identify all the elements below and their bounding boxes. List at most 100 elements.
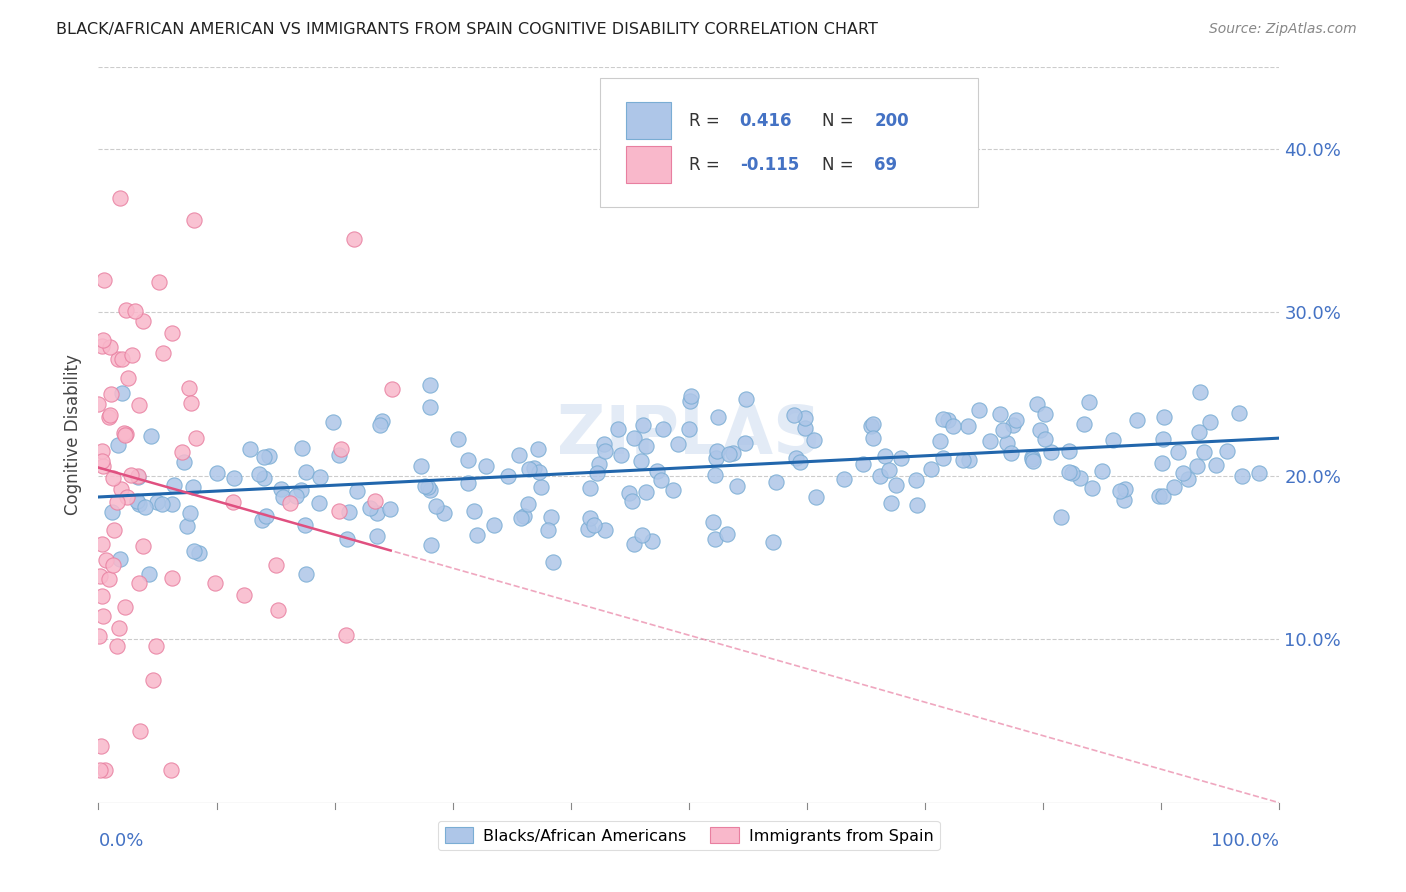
Point — [633, 418, 655, 433]
Point — [1216, 443, 1239, 458]
Point — [278, 496, 301, 510]
Point — [610, 449, 633, 463]
Point — [101, 505, 124, 519]
Point — [508, 448, 530, 462]
Point — [98, 340, 121, 354]
Point — [979, 434, 1001, 448]
Point — [1227, 407, 1250, 421]
Point — [716, 527, 738, 541]
Point — [127, 468, 149, 483]
Point — [679, 394, 702, 409]
Point — [537, 523, 560, 537]
Point — [706, 444, 728, 458]
Point — [179, 507, 201, 521]
Point — [1167, 445, 1189, 459]
Point — [378, 501, 401, 516]
Point — [112, 425, 135, 440]
Point — [1077, 395, 1099, 409]
Point — [988, 407, 1011, 421]
Point — [247, 467, 270, 481]
Point — [93, 273, 115, 287]
Point — [181, 480, 204, 494]
Point — [1101, 433, 1123, 447]
Point — [623, 431, 645, 445]
Point — [785, 450, 807, 465]
Point — [1001, 418, 1024, 433]
Point — [1199, 416, 1222, 430]
Point — [91, 589, 114, 603]
Point — [381, 382, 404, 396]
Point — [129, 724, 152, 739]
Point — [482, 517, 505, 532]
Point — [366, 528, 388, 542]
Point — [702, 516, 724, 530]
Point — [651, 422, 673, 436]
Point — [115, 302, 138, 317]
Point — [264, 558, 287, 572]
Point — [271, 490, 294, 504]
Point — [309, 470, 332, 484]
Point — [991, 423, 1014, 437]
Point — [931, 451, 953, 466]
Point — [1126, 412, 1149, 426]
Point — [107, 438, 129, 452]
Point — [328, 449, 350, 463]
Point — [115, 490, 138, 504]
Point — [1025, 397, 1047, 411]
Point — [419, 378, 441, 392]
Point — [890, 450, 912, 465]
Point — [793, 411, 815, 425]
Point — [94, 553, 117, 567]
Text: 0.0%: 0.0% — [98, 832, 143, 850]
FancyBboxPatch shape — [626, 146, 671, 183]
Point — [1057, 444, 1080, 458]
Point — [134, 500, 156, 515]
Point — [163, 478, 186, 492]
Point — [87, 629, 110, 643]
Point — [98, 408, 121, 422]
Point — [91, 444, 114, 458]
Point — [593, 523, 616, 537]
Point — [1109, 483, 1132, 498]
Point — [1060, 466, 1083, 480]
Point — [145, 640, 167, 654]
Point — [1149, 489, 1171, 503]
Point — [254, 509, 277, 524]
Point — [995, 436, 1018, 450]
Point — [794, 421, 817, 435]
Point — [170, 444, 193, 458]
Point — [1188, 425, 1211, 440]
Point — [308, 496, 330, 510]
Point — [956, 419, 979, 434]
Point — [1152, 432, 1174, 446]
Point — [295, 466, 318, 480]
Point — [141, 428, 163, 442]
Point — [233, 588, 256, 602]
Point — [530, 480, 553, 494]
Point — [160, 763, 183, 777]
Point — [905, 498, 928, 512]
Point — [87, 397, 110, 411]
Point — [100, 387, 122, 401]
Point — [579, 510, 602, 524]
Point — [942, 419, 965, 434]
Point — [765, 475, 787, 489]
Point — [516, 497, 538, 511]
Point — [176, 519, 198, 533]
Point — [1000, 446, 1022, 460]
Point — [148, 275, 170, 289]
Point — [1153, 409, 1175, 424]
Point — [91, 459, 114, 474]
Point — [146, 494, 169, 508]
Point — [1163, 480, 1185, 494]
Text: 100.0%: 100.0% — [1212, 832, 1279, 850]
Point — [337, 505, 360, 519]
Point — [183, 544, 205, 558]
Point — [1189, 384, 1212, 399]
Point — [186, 431, 208, 445]
Point — [110, 483, 132, 497]
Point — [368, 417, 391, 432]
Point — [291, 441, 314, 455]
Text: 69: 69 — [875, 156, 897, 174]
Point — [465, 527, 488, 541]
